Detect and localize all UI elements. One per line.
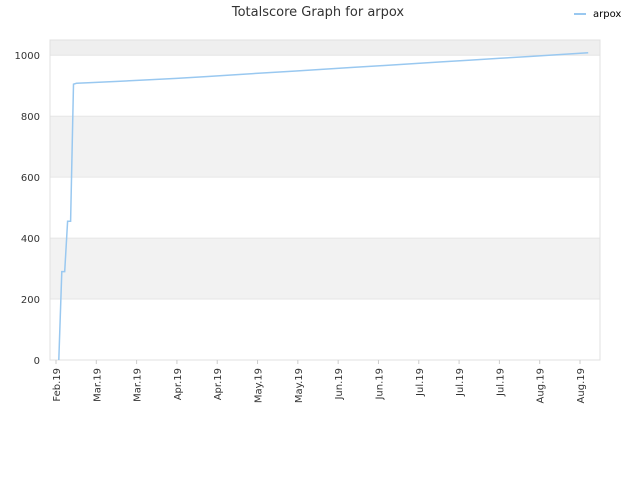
x-axis-ticks: Feb.19 Mar.19 Mar.19 Apr.19 Apr.19 May.19 May.… [52, 360, 587, 403]
chart-title: Totalscore Graph for arpox [231, 5, 405, 20]
series-line-arpox [58, 52, 589, 361]
series-layer [58, 52, 589, 361]
legend-label-arpox: arpox [593, 9, 621, 20]
x-tick-label: Aug.19 [536, 368, 547, 403]
x-tick-label: Jul.19 [415, 368, 426, 397]
x-tick-label: Jun.19 [374, 368, 385, 401]
y-axis-ticks: 0 200 400 600 800 1000 [15, 51, 40, 367]
y-tick-label: 800 [21, 112, 40, 123]
x-tick-label: Apr.19 [173, 368, 184, 400]
grid-band [50, 40, 600, 56]
x-tick-label: May.19 [254, 368, 265, 403]
legend: arpox [574, 9, 621, 20]
grid-band [50, 116, 600, 178]
x-tick-label: Jul.19 [455, 368, 466, 397]
y-tick-label: 1000 [15, 51, 40, 62]
x-tick-label: Jun.19 [334, 368, 345, 401]
y-tick-label: 600 [21, 173, 40, 184]
y-tick-label: 400 [21, 234, 40, 245]
x-tick-label: Apr.19 [213, 368, 224, 400]
x-tick-label: Aug.19 [576, 368, 587, 403]
x-tick-label: Jul.19 [495, 368, 506, 397]
x-tick-label: May.19 [294, 368, 305, 403]
grid-band [50, 238, 600, 300]
plot-background [50, 40, 600, 360]
plot-border [49, 39, 601, 361]
y-tick-label: 200 [21, 295, 40, 306]
grid-bands [50, 40, 600, 300]
x-tick-label: Feb.19 [52, 368, 63, 402]
x-tick-label: Mar.19 [133, 368, 144, 402]
y-tick-label: 0 [34, 356, 40, 367]
x-tick-label: Mar.19 [92, 368, 103, 402]
